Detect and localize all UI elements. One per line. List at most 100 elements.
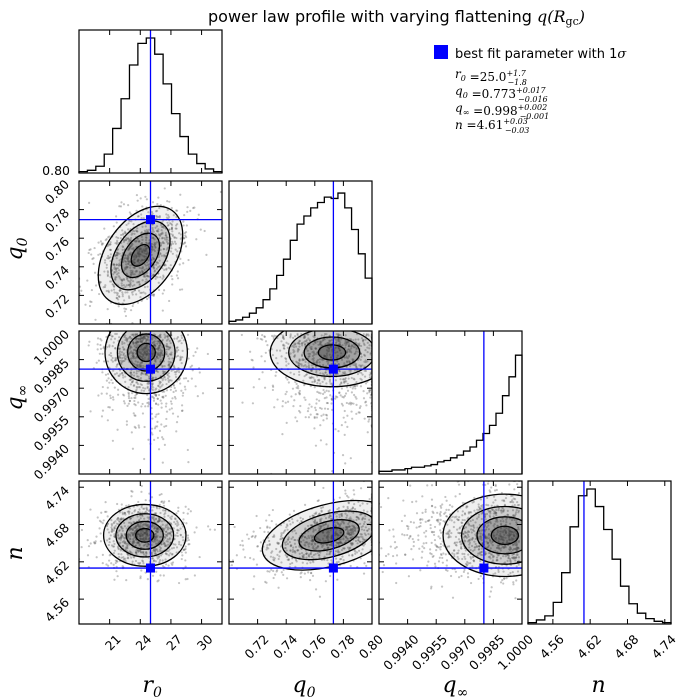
- sample-point: [157, 346, 160, 349]
- sample-point: [337, 347, 341, 350]
- sample-point: [327, 347, 331, 350]
- sample-point: [127, 554, 130, 557]
- sample-point: [297, 365, 301, 368]
- sample-point: [111, 273, 115, 276]
- sample-point: [157, 519, 160, 522]
- sample-point: [139, 363, 142, 366]
- sample-point: [130, 279, 133, 282]
- sample-point: [125, 272, 128, 275]
- sample-point: [364, 369, 368, 373]
- sample-point: [150, 383, 154, 386]
- sample-point: [161, 523, 164, 526]
- sample-point: [340, 358, 344, 361]
- sample-point: [163, 255, 166, 258]
- sample-point: [183, 241, 187, 244]
- sample-point: [324, 355, 327, 358]
- sample-point: [117, 518, 120, 521]
- sample-point: [151, 509, 154, 512]
- sample-point: [152, 517, 155, 520]
- sample-point: [193, 531, 196, 534]
- sample-point: [136, 301, 140, 304]
- sample-point: [129, 371, 133, 375]
- sample-point: [106, 419, 109, 422]
- sample-point: [135, 356, 138, 359]
- sample-point: [118, 295, 121, 298]
- sample-point: [349, 369, 352, 372]
- sample-point: [170, 240, 174, 243]
- sample-point: [136, 199, 139, 202]
- sample-point: [131, 269, 134, 272]
- sample-point: [167, 346, 171, 349]
- sample-point: [101, 409, 105, 412]
- sample-point: [122, 540, 126, 543]
- sample-point: [112, 545, 116, 548]
- sample-point: [153, 537, 157, 540]
- sample-point: [174, 517, 177, 520]
- sample-point: [157, 196, 160, 199]
- sample-point: [130, 350, 133, 353]
- sample-point: [350, 345, 353, 348]
- sample-point: [181, 536, 184, 539]
- sample-point: [340, 423, 343, 427]
- sample-point: [305, 365, 308, 368]
- sample-point: [167, 380, 170, 384]
- sample-point: [131, 304, 134, 308]
- sample-point: [343, 378, 347, 381]
- sample-point: [114, 356, 117, 360]
- sample-point: [141, 524, 144, 527]
- sample-point: [307, 416, 311, 419]
- sample-point: [148, 517, 151, 520]
- sample-point: [132, 342, 135, 345]
- sample-point: [364, 361, 367, 364]
- sample-point: [241, 401, 244, 404]
- sample-point: [129, 266, 132, 269]
- sample-point: [113, 337, 117, 340]
- sample-point: [147, 382, 150, 385]
- sample-point: [289, 333, 292, 336]
- sample-point: [139, 364, 142, 367]
- sample-point: [99, 540, 102, 543]
- sample-point: [323, 332, 327, 336]
- sample-point: [285, 577, 289, 580]
- sample-point: [113, 263, 116, 267]
- sample-point: [344, 341, 348, 344]
- sample-point: [364, 338, 367, 341]
- sample-point: [320, 334, 323, 337]
- sample-point: [355, 403, 358, 406]
- sample-point: [167, 241, 170, 245]
- sample-point: [147, 356, 151, 359]
- sample-point: [143, 249, 147, 253]
- sample-point: [161, 365, 164, 368]
- sample-point: [293, 399, 296, 402]
- sample-point: [128, 296, 131, 300]
- sample-point: [153, 241, 156, 244]
- sample-point: [315, 360, 319, 363]
- sample-point: [170, 223, 174, 227]
- sample-point: [141, 251, 144, 254]
- sample-point: [133, 526, 136, 529]
- sample-point: [136, 230, 139, 233]
- sample-point: [132, 540, 135, 543]
- sample-point: [120, 525, 123, 528]
- sample-point: [319, 341, 322, 344]
- sample-point: [168, 353, 171, 356]
- sample-point: [147, 352, 151, 355]
- sample-point: [114, 268, 117, 271]
- sample-point: [171, 234, 174, 238]
- sample-point: [118, 511, 122, 514]
- sample-point: [133, 396, 136, 399]
- sample-point: [154, 246, 157, 249]
- sample-point: [129, 534, 132, 537]
- sample-point: [297, 361, 300, 365]
- sample-point: [143, 356, 147, 359]
- sample-point: [140, 484, 143, 488]
- chart-title: power law profile with varying flattenin…: [208, 7, 585, 28]
- sample-point: [166, 334, 169, 338]
- sample-point: [323, 377, 326, 380]
- sample-point: [122, 536, 126, 539]
- sample-point: [105, 539, 109, 542]
- sample-point: [365, 333, 368, 337]
- sample-point: [142, 259, 145, 262]
- sample-point: [168, 357, 171, 360]
- sample-point: [139, 535, 142, 538]
